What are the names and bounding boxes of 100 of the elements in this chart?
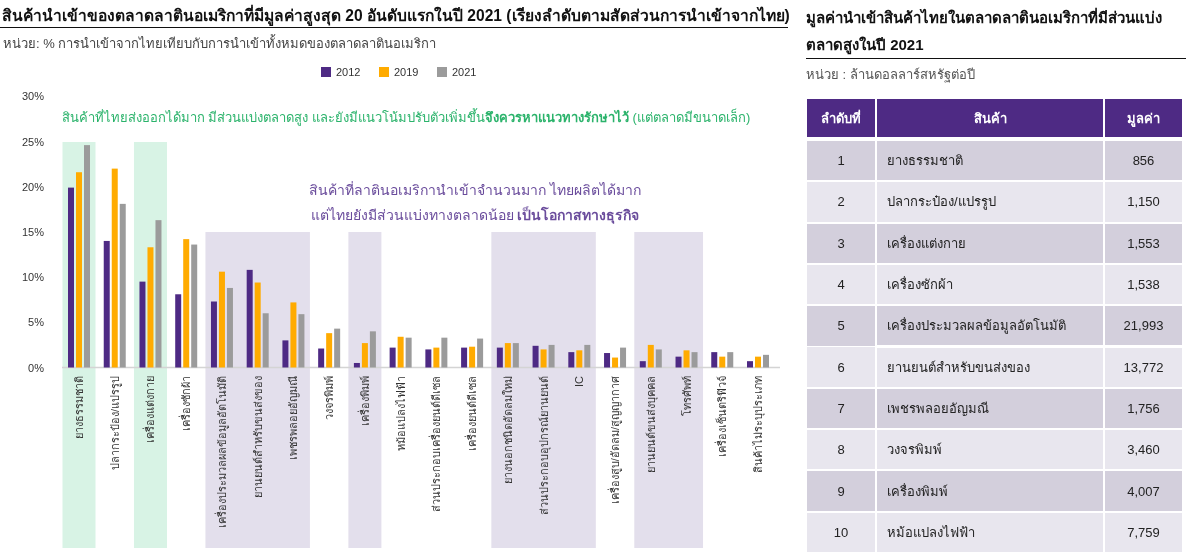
bar [318, 348, 325, 368]
bar [655, 349, 662, 368]
bar [461, 347, 468, 368]
data-label: 1,553 [1127, 235, 1160, 251]
y-tick-label: 10% [21, 271, 45, 284]
data-label: 1,538 [1127, 277, 1160, 293]
legend-label: 2012 [336, 66, 361, 78]
text: ปลากระป๋อง/แปรรูป [887, 194, 996, 210]
bar [504, 343, 511, 368]
bar [76, 172, 82, 368]
chart-title: มูลค่านำเข้าสินค้าไทยในตลาดลาตินอเมริกาที่มีส่วนแบ่งตลาดสูงในปี 2021 [806, 6, 1163, 57]
x-tick-label: ยางนอกชนิดอัดลมใหม่ [501, 376, 514, 484]
bar [477, 338, 484, 368]
y-tick-label: 7 [837, 400, 845, 416]
bar [68, 187, 74, 368]
bar [218, 271, 225, 368]
bar [540, 349, 547, 368]
bar [612, 357, 619, 368]
bar [647, 344, 654, 368]
bar [639, 361, 646, 368]
bar [755, 356, 761, 368]
bar [675, 356, 682, 368]
x-tick-label: เครื่องประมวลผลข้อมูลอัตโนมัติ [213, 376, 229, 528]
bar [103, 240, 110, 368]
x-tick-label: สินค้า [973, 109, 1007, 128]
y-tick-label: 5 [837, 318, 845, 334]
x-tick-label: วงจรพิมพ์ [323, 376, 336, 420]
bar [604, 353, 611, 368]
x-tick-label: ปลากระป๋อง/แปรรูป [108, 376, 122, 471]
bar [747, 361, 753, 368]
bar [84, 145, 90, 368]
data-label: 7,759 [1127, 524, 1160, 540]
x-tick-label: เพชรพลอยอัญมณี [287, 376, 301, 460]
bar [711, 352, 718, 368]
bar [210, 301, 217, 368]
x-tick-label: มูลค่า [1127, 109, 1160, 129]
y-tick-label: 10 [833, 524, 849, 540]
x-tick-label: สินค้าไม่ระบุประเภท [752, 376, 765, 473]
bar [548, 344, 555, 368]
bar [361, 343, 368, 368]
y-tick-label: 25% [21, 135, 45, 148]
bar [147, 247, 154, 368]
bar [425, 349, 432, 368]
bar [719, 356, 726, 368]
data-label: 13,772 [1123, 359, 1164, 375]
y-tick-label: 6 [837, 359, 845, 375]
bar [568, 352, 575, 368]
bar [576, 350, 583, 368]
x-tick-label: ส่วนประกอบอุปกรณ์ยานยนต์ [537, 376, 551, 515]
chart-subtitle: หน่วย: % การนำเข้าจากไทยเทียบกับการนำเข้าทั้งหมดของตลาดลาตินอเมริกา [3, 33, 438, 53]
y-tick-label: 0% [28, 361, 45, 374]
bar [139, 281, 146, 368]
bar [691, 352, 698, 368]
x-tick-label: เครื่องสูบ/อัดลม/สูญญากาศ [607, 376, 623, 505]
data-label: 4,007 [1127, 483, 1160, 499]
text: ยางธรรมชาติ [887, 153, 963, 169]
y-axis-title: ลำดับที่ [821, 108, 861, 128]
bar [175, 294, 182, 368]
chart-title: สินค้านำเข้าของตลาดลาตินอเมริกาที่มีมูลค่าสูงสุด 20 อันดับแรกในปี 2021 (เรียงลำดับตามสัดส่วนการนำเข้าจากไทย) [2, 3, 791, 28]
y-tick-label: 15% [21, 225, 45, 238]
y-tick-label: 20% [21, 180, 45, 193]
bar [353, 362, 360, 368]
x-tick-label: เครื่องยนต์ดีเซล [464, 376, 479, 451]
bar [532, 345, 539, 368]
bar [512, 343, 519, 368]
bar [183, 239, 190, 368]
x-tick-label: เครื่องซักผ้า [178, 376, 193, 431]
bar [282, 340, 289, 368]
y-tick-label: 5% [28, 316, 45, 329]
bar [433, 347, 440, 368]
bar [155, 220, 162, 368]
bar [763, 354, 769, 368]
y-tick-label: 8 [837, 442, 845, 458]
bar [226, 287, 233, 368]
bar [290, 302, 297, 368]
data-label: 1,150 [1127, 194, 1160, 210]
x-tick-label: โทรศัพท์ [679, 376, 693, 416]
bar [111, 168, 118, 368]
chart-subtitle: หน่วย : ล้านดอลลาร์สหรัฐต่อปี [806, 66, 976, 85]
bar [727, 352, 734, 368]
x-tick-label: IC [573, 375, 586, 387]
annotation: สินค้าที่ลาตินอเมริกานำเข้าจำนวนมาก ไทยผลิตได้มาก แต่ไทยยังมีส่วนแบ่งทางตลาดน้อย เป็นโอกาสทางธุรกิจ [308, 180, 642, 226]
y-tick-label: 4 [837, 277, 845, 293]
x-tick-label: หม้อแปลงไฟฟ้า [394, 376, 407, 451]
data-label: 3,460 [1127, 442, 1160, 458]
bar [262, 313, 269, 368]
x-tick-label: ยางธรรมชาติ [73, 376, 85, 439]
legend-label: 2019 [394, 66, 419, 78]
data-label: 856 [1132, 153, 1155, 169]
bar [389, 347, 396, 368]
bar [246, 269, 253, 368]
y-tick-label: 2 [837, 194, 845, 210]
bar [191, 244, 198, 368]
data-label: 21,993 [1123, 318, 1164, 334]
bar [683, 350, 690, 368]
x-tick-label: เครื่องพิมพ์ [356, 376, 371, 426]
bar [397, 336, 404, 368]
legend-label: 2021 [452, 66, 477, 78]
y-tick-label: 9 [837, 483, 845, 499]
x-tick-label: ยานยนต์สำหรับขนส่งของ [251, 376, 264, 498]
